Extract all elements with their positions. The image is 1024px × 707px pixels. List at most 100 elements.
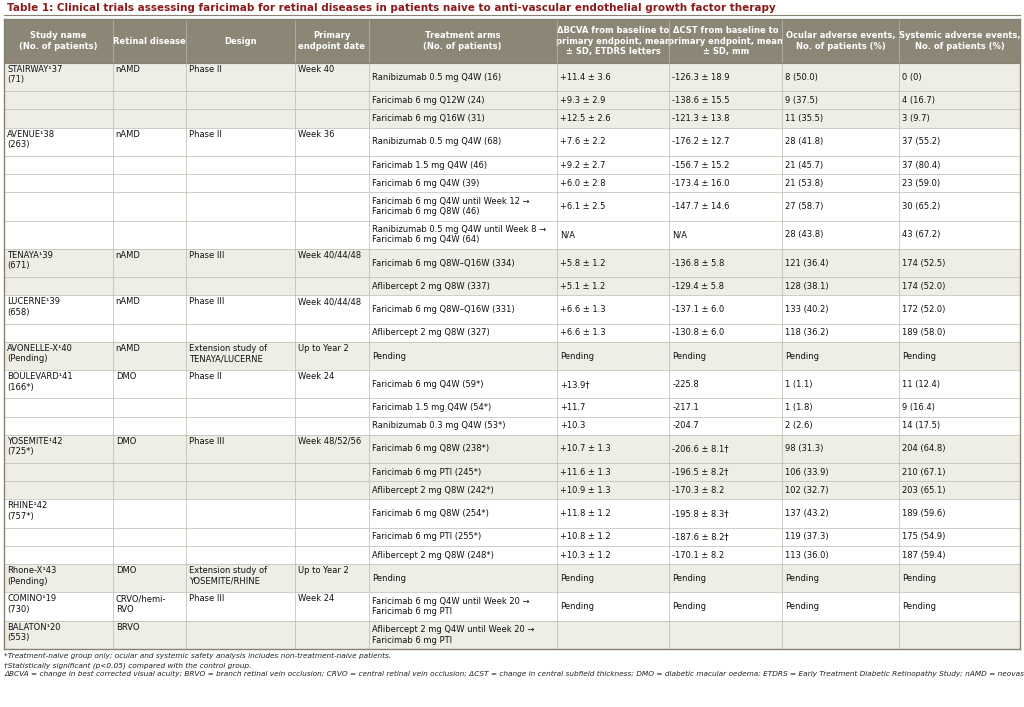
Bar [4,564,1020,592]
Text: Ranibizumab 0.5 mg Q4W until Week 8 →
Faricimab 6 mg Q4W (64): Ranibizumab 0.5 mg Q4W until Week 8 → Fa… [372,225,546,245]
Bar [4,174,1020,192]
Bar [4,481,1020,499]
Text: LUCERNE¹39
(658): LUCERNE¹39 (658) [7,298,60,317]
Text: Faricimab 6 mg Q4W (39): Faricimab 6 mg Q4W (39) [372,179,479,188]
Text: -129.4 ± 5.8: -129.4 ± 5.8 [673,282,725,291]
Text: 189 (58.0): 189 (58.0) [902,328,945,337]
Text: AVONELLE-X¹40
(Pending): AVONELLE-X¹40 (Pending) [7,344,73,363]
Text: 106 (33.9): 106 (33.9) [785,468,828,477]
Text: nAMD: nAMD [116,65,140,74]
Text: ΔBCVA = change in best corrected visual acuity; BRVO = branch retinal vein occlu: ΔBCVA = change in best corrected visual … [4,671,1024,677]
Text: Phase II: Phase II [188,129,222,139]
Text: -195.8 ± 8.3†: -195.8 ± 8.3† [673,509,729,518]
Text: Aflibercept 2 mg Q4W until Week 20 →
Faricimab 6 mg PTI: Aflibercept 2 mg Q4W until Week 20 → Far… [372,625,535,645]
Text: 175 (54.9): 175 (54.9) [902,532,945,542]
Text: Extension study of
TENAYA/LUCERNE: Extension study of TENAYA/LUCERNE [188,344,267,363]
Text: Ranibizumab 0.3 mg Q4W (53*): Ranibizumab 0.3 mg Q4W (53*) [372,421,505,431]
Text: RHINE¹42
(757*): RHINE¹42 (757*) [7,501,47,521]
Text: Up to Year 2: Up to Year 2 [298,344,348,353]
Text: Pending: Pending [785,351,819,361]
Text: COMINO¹19
(730): COMINO¹19 (730) [7,595,56,614]
Text: N/A: N/A [560,230,574,239]
Text: 98 (31.3): 98 (31.3) [785,445,823,453]
Text: Faricimab 6 mg Q4W (59*): Faricimab 6 mg Q4W (59*) [372,380,483,389]
Text: nAMD: nAMD [116,129,140,139]
Text: -138.6 ± 15.5: -138.6 ± 15.5 [673,96,730,105]
Text: Pending: Pending [902,574,936,583]
Text: Faricimab 1.5 mg Q4W (54*): Faricimab 1.5 mg Q4W (54*) [372,403,490,412]
Text: Pending: Pending [785,574,819,583]
Text: +11.6 ± 1.3: +11.6 ± 1.3 [560,468,610,477]
Text: Aflibercept 2 mg Q8W (248*): Aflibercept 2 mg Q8W (248*) [372,551,494,559]
Text: 43 (67.2): 43 (67.2) [902,230,940,239]
Text: 28 (41.8): 28 (41.8) [785,137,823,146]
Text: 133 (40.2): 133 (40.2) [785,305,828,314]
Bar [4,621,1020,649]
Text: ΔBCVA from baseline to
primary endpoint, mean
± SD, ETDRS letters: ΔBCVA from baseline to primary endpoint,… [556,26,671,56]
Bar [4,546,1020,564]
Text: 1 (1.8): 1 (1.8) [785,403,813,412]
Text: DMO: DMO [116,566,136,575]
Text: -170.1 ± 8.2: -170.1 ± 8.2 [673,551,725,559]
Text: Rhone-X¹43
(Pending): Rhone-X¹43 (Pending) [7,566,56,585]
Text: 23 (59.0): 23 (59.0) [902,179,940,188]
Text: Aflibercept 2 mg Q8W (327): Aflibercept 2 mg Q8W (327) [372,328,489,337]
Text: 8 (50.0): 8 (50.0) [785,73,818,81]
Text: +7.6 ± 2.2: +7.6 ± 2.2 [560,137,605,146]
Text: nAMD: nAMD [116,251,140,260]
Text: Systemic adverse events,
No. of patients (%): Systemic adverse events, No. of patients… [899,31,1020,51]
Bar [4,156,1020,174]
Text: +6.1 ± 2.5: +6.1 ± 2.5 [560,202,605,211]
Text: Faricimab 6 mg Q8W (254*): Faricimab 6 mg Q8W (254*) [372,509,488,518]
Text: Aflibercept 2 mg Q8W (242*): Aflibercept 2 mg Q8W (242*) [372,486,494,495]
Bar [4,416,1020,435]
Text: 2 (2.6): 2 (2.6) [785,421,813,431]
Text: 11 (12.4): 11 (12.4) [902,380,940,389]
Text: Pending: Pending [902,602,936,611]
Text: Faricimab 6 mg Q8W–Q16W (331): Faricimab 6 mg Q8W–Q16W (331) [372,305,514,314]
Text: -225.8: -225.8 [673,380,699,389]
Text: Ranibizumab 0.5 mg Q4W (68): Ranibizumab 0.5 mg Q4W (68) [372,137,501,146]
Text: Week 36: Week 36 [298,129,334,139]
Text: +10.3 ± 1.2: +10.3 ± 1.2 [560,551,610,559]
Text: 4 (16.7): 4 (16.7) [902,96,935,105]
Text: ΔCST from baseline to
primary endpoint, mean
± SD, mm: ΔCST from baseline to primary endpoint, … [669,26,783,56]
Text: 102 (32.7): 102 (32.7) [785,486,828,495]
Text: +5.8 ± 1.2: +5.8 ± 1.2 [560,259,605,267]
Text: 172 (52.0): 172 (52.0) [902,305,945,314]
Text: Design: Design [224,37,257,45]
Text: 204 (64.8): 204 (64.8) [902,445,945,453]
Bar [4,277,1020,296]
Text: Pending: Pending [673,351,707,361]
Text: Pending: Pending [902,351,936,361]
Text: Faricimab 6 mg PTI (245*): Faricimab 6 mg PTI (245*) [372,468,481,477]
Text: -176.2 ± 12.7: -176.2 ± 12.7 [673,137,730,146]
Text: -187.6 ± 8.2†: -187.6 ± 8.2† [673,532,729,542]
Text: -136.8 ± 5.8: -136.8 ± 5.8 [673,259,725,267]
Text: 1 (1.1): 1 (1.1) [785,380,813,389]
Text: 3 (9.7): 3 (9.7) [902,114,930,123]
Text: Treatment arms
(No. of patients): Treatment arms (No. of patients) [424,31,502,51]
Text: 189 (59.6): 189 (59.6) [902,509,945,518]
Bar [4,110,1020,128]
Text: 187 (59.4): 187 (59.4) [902,551,945,559]
Text: 30 (65.2): 30 (65.2) [902,202,940,211]
Text: †Statistically significant (p<0.05) compared with the control group.: †Statistically significant (p<0.05) comp… [4,662,251,669]
Text: AVENUE¹38
(263): AVENUE¹38 (263) [7,129,55,149]
Text: TENAYA¹39
(671): TENAYA¹39 (671) [7,251,53,270]
Text: -217.1: -217.1 [673,403,699,412]
Text: Phase II: Phase II [188,372,222,381]
Text: +11.4 ± 3.6: +11.4 ± 3.6 [560,73,610,81]
Bar [4,128,1020,156]
Text: -121.3 ± 13.8: -121.3 ± 13.8 [673,114,730,123]
Text: Faricimab 6 mg Q4W until Week 20 →
Faricimab 6 mg PTI: Faricimab 6 mg Q4W until Week 20 → Faric… [372,597,529,617]
Text: Ranibizumab 0.5 mg Q4W (16): Ranibizumab 0.5 mg Q4W (16) [372,73,501,81]
Text: 28 (43.8): 28 (43.8) [785,230,823,239]
Text: Week 24: Week 24 [298,595,334,603]
Text: CRVO/hemi-
RVO: CRVO/hemi- RVO [116,595,166,614]
Text: Pending: Pending [673,574,707,583]
Text: Phase III: Phase III [188,595,224,603]
Text: nAMD: nAMD [116,344,140,353]
Text: *Treatment-naive group only; ocular and systemic safety analysis includes non-tr: *Treatment-naive group only; ocular and … [4,653,391,659]
Text: Study name
(No. of patients): Study name (No. of patients) [19,31,97,51]
